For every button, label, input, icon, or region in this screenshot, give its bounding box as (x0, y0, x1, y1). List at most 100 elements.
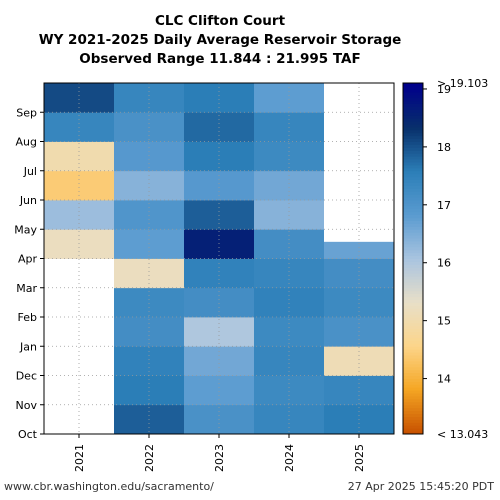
heatmap-cell-2025-apr (324, 241, 394, 259)
colorbar-segment (403, 211, 423, 216)
colorbar-segment (403, 264, 423, 268)
colorbar-segment (403, 252, 423, 257)
colorbar-segment (403, 194, 423, 198)
colorbar-frame (402, 82, 424, 435)
colorbar-segment (403, 357, 423, 362)
colorbar-segment (403, 153, 423, 157)
colorbar-segment (403, 340, 423, 344)
colorbar-segment (403, 173, 423, 178)
colorbar-segment (403, 229, 423, 233)
colorbar-segment (403, 138, 423, 142)
colorbar-segment (403, 346, 423, 350)
colorbar-segment (403, 100, 423, 104)
colorbar-segment (403, 132, 423, 137)
colorbar-segment (403, 284, 423, 289)
colorbar-segment (403, 343, 423, 347)
colorbar-segment (403, 258, 423, 262)
y-tick-label-may: May (14, 223, 37, 236)
heatmap-cell-2024-may (254, 200, 324, 230)
colorbar-segment (403, 387, 423, 391)
chart-title-line-1: CLC Clifton Court (155, 13, 286, 29)
x-tick-label-2022: 2022 (143, 444, 156, 472)
y-axis: Oct Nov Dec Jan Feb Mar Apr May Jun Jul Aug Sep (14, 106, 44, 441)
colorbar-segment (403, 220, 423, 224)
colorbar-segment (403, 129, 423, 134)
colorbar-segment (403, 240, 423, 245)
colorbar-segment (403, 349, 423, 353)
y-tick-label-aug: Aug (16, 136, 37, 149)
colorbar-segment (403, 83, 423, 87)
colorbar-segment (403, 246, 423, 251)
colorbar-segment (403, 200, 423, 204)
colorbar-segment (403, 381, 423, 385)
colorbar-segment (403, 369, 423, 374)
colorbar-segment (403, 202, 423, 207)
colorbar-segment (403, 319, 423, 324)
colorbar-segment (403, 322, 423, 327)
colorbar-segment (403, 182, 423, 186)
colorbar-segment (403, 185, 423, 189)
chart-title-line-2: WY 2021-2025 Daily Average Reservoir Sto… (39, 32, 402, 48)
colorbar-tick-label: 16 (437, 257, 451, 270)
colorbar-segment (403, 141, 423, 145)
colorbar-tick-label: 15 (437, 315, 451, 328)
colorbar-segment (403, 375, 423, 379)
colorbar-tick-label: 18 (437, 141, 451, 154)
colorbar-min-label: < 13.043 (437, 428, 488, 441)
colorbar-segment (403, 179, 423, 183)
y-tick-label-sep: Sep (16, 106, 37, 119)
colorbar-segment (403, 123, 423, 128)
x-axis: 2021 2022 2023 2024 2025 (73, 434, 366, 472)
heatmap-cell-2022-feb (114, 287, 184, 318)
heatmap-cell-2025-feb (324, 287, 394, 318)
colorbar-segment (403, 366, 423, 371)
colorbar-segment (403, 273, 423, 277)
colorbar-segment (403, 255, 423, 259)
colorbar-segment (403, 147, 423, 151)
colorbar-segment (403, 416, 423, 420)
x-tick-label-2025: 2025 (353, 444, 366, 472)
heatmap-cell-2023-feb (184, 287, 254, 318)
x-tick-label-2024: 2024 (283, 444, 296, 472)
colorbar-segment (403, 88, 423, 93)
colorbar-segment (403, 85, 423, 90)
heatmap-cell-2025-nov (324, 375, 394, 406)
footer-source-url: www.cbr.washington.edu/sacramento/ (4, 480, 214, 493)
colorbar-segment (403, 156, 423, 160)
colorbar-segment (403, 276, 423, 280)
colorbar-segment (403, 352, 423, 356)
colorbar-segment (403, 305, 423, 309)
colorbar-segment (403, 302, 423, 306)
y-tick-label-jan: Jan (19, 340, 37, 353)
colorbar-segment (403, 311, 423, 315)
colorbar-segment (403, 112, 423, 116)
colorbar-segment (403, 293, 423, 298)
colorbar-segment (403, 126, 423, 131)
colorbar-segment (403, 337, 423, 341)
colorbar-segment (403, 296, 423, 300)
colorbar-segment (403, 395, 423, 400)
heatmap-cell-2022-may (114, 200, 184, 230)
y-tick-label-nov: Nov (16, 399, 38, 412)
colorbar-segment (403, 94, 423, 99)
colorbar-segment (403, 407, 423, 412)
y-tick-label-jun: Jun (19, 194, 37, 207)
colorbar-segment (403, 106, 423, 110)
colorbar-segment (403, 422, 423, 426)
heatmap-cell-2024-feb (254, 287, 324, 318)
colorbar-segment (403, 214, 423, 219)
y-tick-label-feb: Feb (18, 311, 37, 324)
heatmap-cell-2021-jul (44, 141, 114, 172)
colorbar-segment (403, 115, 423, 119)
grid-lines (44, 83, 394, 434)
colorbar-segment (403, 317, 423, 321)
colorbar-segment (403, 270, 423, 274)
y-tick-label-apr: Apr (18, 253, 38, 266)
colorbar-segment (403, 355, 423, 359)
colorbar-segment (403, 97, 423, 102)
colorbar-segment (403, 223, 423, 227)
colorbar-segment (403, 401, 423, 406)
y-tick-label-mar: Mar (16, 282, 37, 295)
colorbar-segment (403, 290, 423, 295)
